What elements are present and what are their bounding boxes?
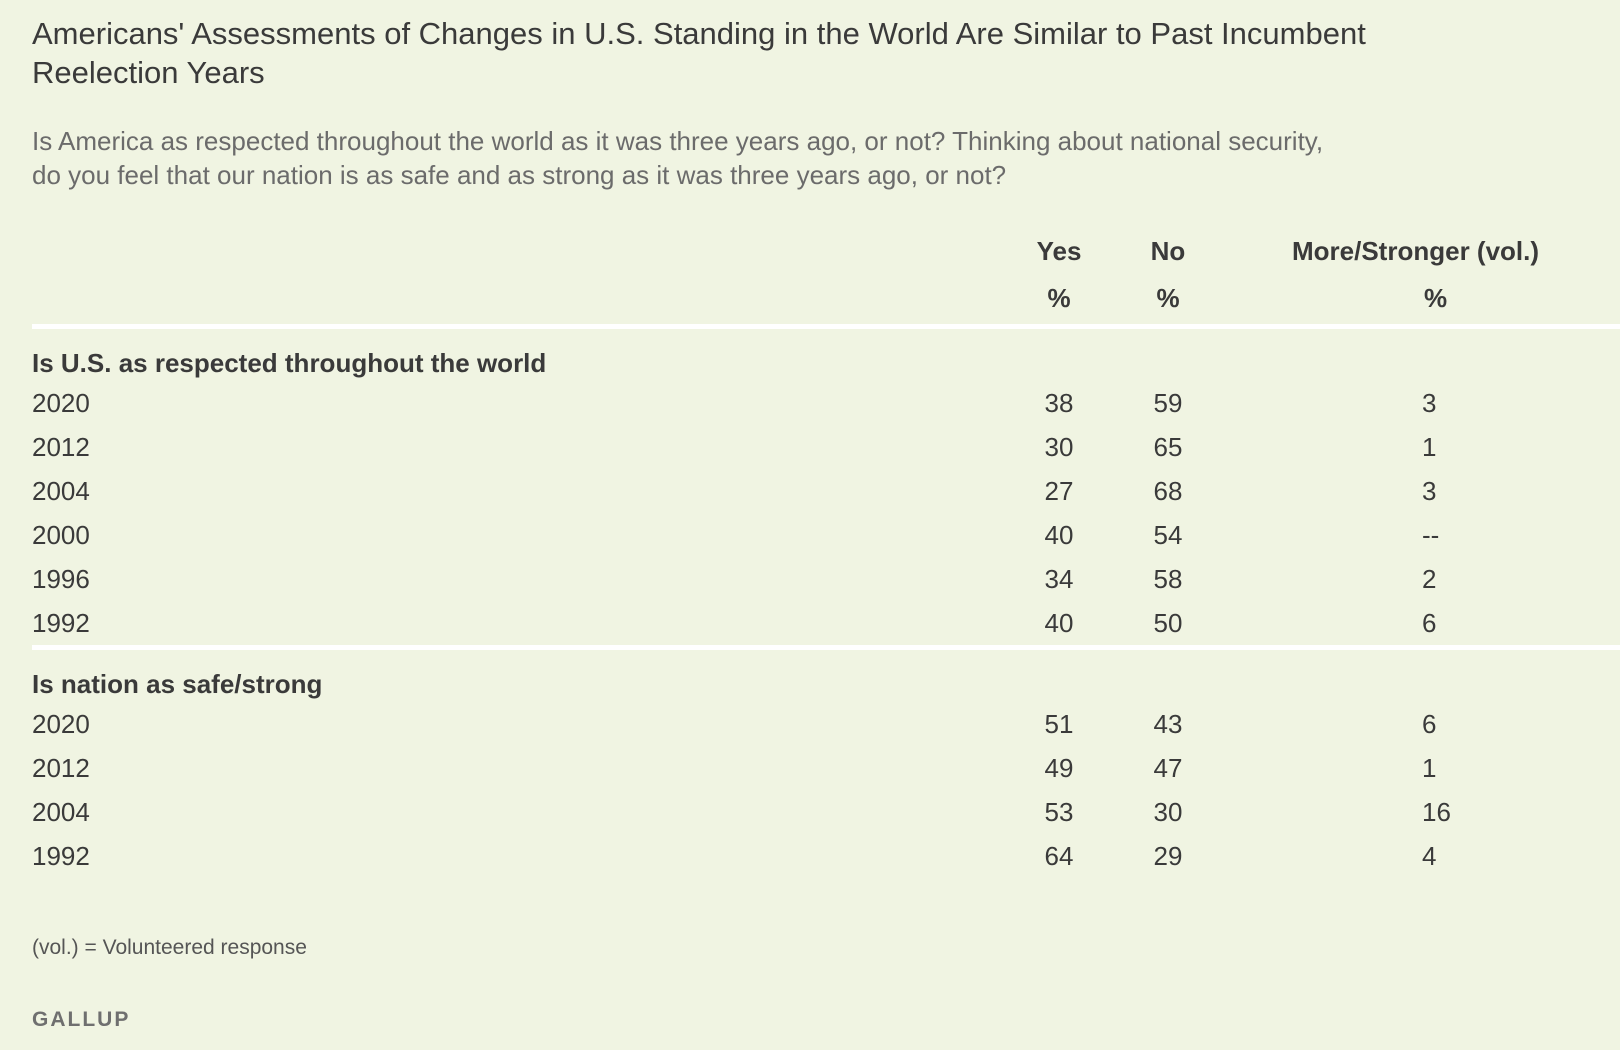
results-table: Yes No More/Stronger (vol.) % % % Is U.S…: [32, 230, 1620, 878]
more-stronger-cell: 16: [1422, 796, 1451, 827]
header-yes: Yes: [1036, 235, 1082, 266]
yes-cell: 64: [1044, 840, 1074, 871]
table-row: 1992 40 50 6: [32, 601, 1620, 648]
year-cell: 2012: [32, 431, 90, 462]
table-row: 2004 27 68 3: [32, 469, 1620, 513]
yes-cell: 38: [1044, 387, 1074, 418]
yes-cell: 49: [1044, 752, 1074, 783]
page-title: Americans' Assessments of Changes in U.S…: [32, 16, 1366, 90]
yes-cell: 40: [1044, 519, 1074, 550]
year-cell: 2004: [32, 796, 90, 827]
gallup-logo: GALLUP: [32, 1008, 131, 1031]
section-safe-strong: Is nation as safe/strong 2020 51 43 6 2012 49 4…: [32, 648, 1620, 879]
no-cell: 58: [1153, 563, 1183, 594]
no-cell: 50: [1153, 607, 1183, 638]
no-cell: 47: [1153, 752, 1183, 783]
year-cell: 1992: [32, 840, 90, 871]
more-stronger-cell: 2: [1422, 563, 1437, 594]
year-cell: 1996: [32, 563, 90, 594]
table-row: 2012 30 65 1: [32, 425, 1620, 469]
header-blank: [32, 230, 994, 272]
year-cell: 1992: [32, 607, 90, 638]
more-stronger-cell: 3: [1422, 475, 1437, 506]
header-unit-row: % % %: [32, 272, 1620, 327]
no-cell: 68: [1153, 475, 1183, 506]
section-header-row: Is U.S. as respected throughout the worl…: [32, 327, 1620, 382]
more-stronger-cell: --: [1422, 519, 1440, 550]
table-row: 2000 40 54 --: [32, 513, 1620, 557]
header-unit-blank: [32, 272, 994, 327]
table-row: 2020 51 43 6: [32, 702, 1620, 746]
yes-cell: 34: [1044, 563, 1074, 594]
year-cell: 2020: [32, 387, 90, 418]
no-cell: 54: [1153, 519, 1183, 550]
header-no: No: [1150, 235, 1186, 266]
section-label: Is U.S. as respected throughout the worl…: [32, 348, 547, 378]
section-respected: Is U.S. as respected throughout the worl…: [32, 327, 1620, 648]
header-unit-more: %: [1424, 282, 1448, 313]
year-cell: 2020: [32, 708, 90, 739]
no-cell: 59: [1153, 387, 1183, 418]
no-cell: 65: [1153, 431, 1183, 462]
header-more-stronger: More/Stronger (vol.): [1292, 235, 1540, 266]
year-cell: 2012: [32, 752, 90, 783]
no-cell: 29: [1153, 840, 1183, 871]
results-table-container: Yes No More/Stronger (vol.) % % % Is U.S…: [32, 230, 1620, 878]
header-row: Yes No More/Stronger (vol.): [32, 230, 1620, 272]
header-unit-yes: %: [1047, 282, 1071, 313]
year-cell: 2004: [32, 475, 90, 506]
more-stronger-cell: 3: [1422, 387, 1437, 418]
yes-cell: 30: [1044, 431, 1074, 462]
more-stronger-cell: 1: [1422, 752, 1437, 783]
header-unit-no: %: [1156, 282, 1180, 313]
more-stronger-cell: 4: [1422, 840, 1437, 871]
section-label: Is nation as safe/strong: [32, 669, 323, 699]
no-cell: 43: [1153, 708, 1183, 739]
no-cell: 30: [1153, 796, 1183, 827]
more-stronger-cell: 1: [1422, 431, 1437, 462]
yes-cell: 40: [1044, 607, 1074, 638]
table-row: 2012 49 47 1: [32, 746, 1620, 790]
more-stronger-cell: 6: [1422, 708, 1437, 739]
section-header-row: Is nation as safe/strong: [32, 648, 1620, 703]
table-row: 2020 38 59 3: [32, 381, 1620, 425]
footnote: (vol.) = Volunteered response: [32, 936, 307, 959]
more-stronger-cell: 6: [1422, 607, 1437, 638]
table-row: 1996 34 58 2: [32, 557, 1620, 601]
yes-cell: 27: [1044, 475, 1074, 506]
subtitle: Is America as respected throughout the w…: [32, 126, 1324, 190]
table-row: 1992 64 29 4: [32, 834, 1620, 878]
table-row: 2004 53 30 16: [32, 790, 1620, 834]
yes-cell: 51: [1044, 708, 1074, 739]
year-cell: 2000: [32, 519, 90, 550]
yes-cell: 53: [1044, 796, 1074, 827]
